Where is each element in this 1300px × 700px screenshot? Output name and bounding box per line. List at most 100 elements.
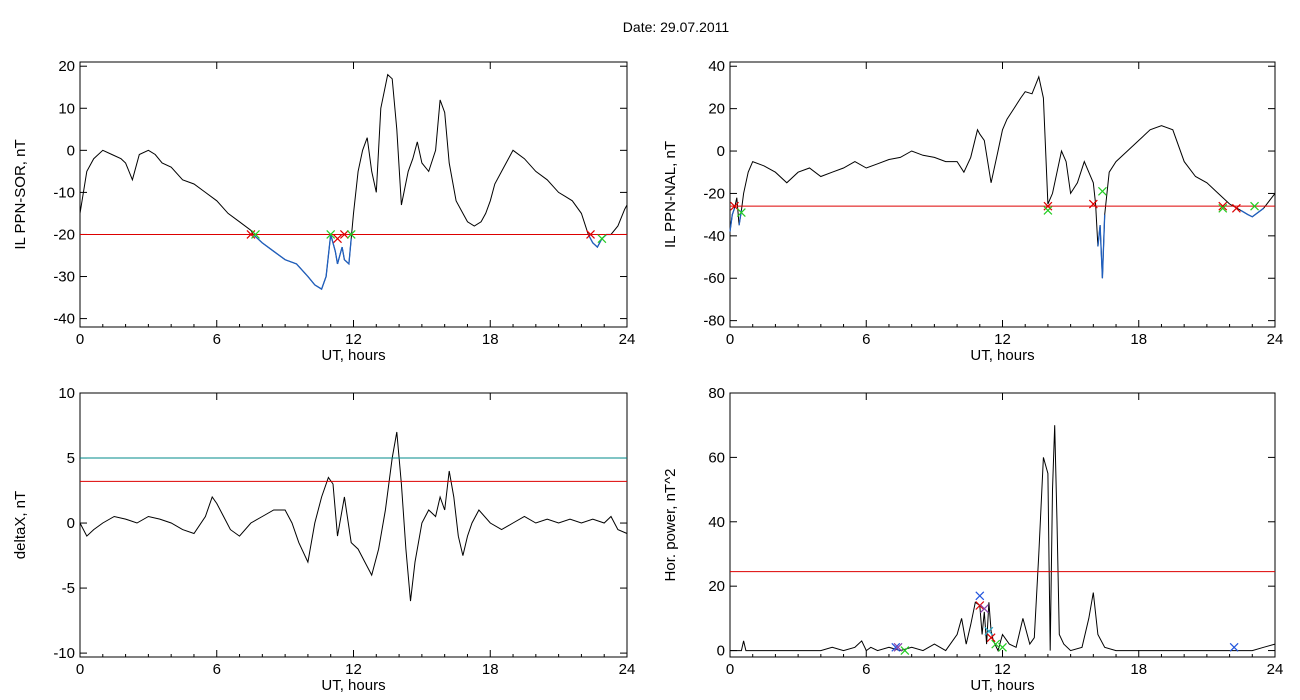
y-tick-label: -10	[53, 645, 75, 662]
series-line	[730, 425, 1276, 653]
event-marker	[891, 642, 901, 652]
y-tick-label: 40	[708, 58, 725, 75]
x-tick-label: 0	[76, 331, 84, 348]
series-below-threshold	[252, 234, 352, 291]
marker-stroke	[991, 639, 1001, 649]
plot-frame	[79, 61, 628, 328]
plot-frame	[79, 392, 628, 658]
x-tick-label: 6	[862, 661, 870, 678]
event-marker	[986, 633, 996, 643]
marker-stroke	[1231, 203, 1241, 213]
marker-stroke	[326, 230, 336, 239]
y-tick-label: -40	[703, 228, 725, 245]
x-axis-label: UT, hours	[970, 347, 1034, 364]
series-below-threshold	[729, 208, 736, 232]
marker-stroke	[975, 591, 985, 601]
event-marker	[1043, 201, 1053, 211]
event-marker	[1218, 203, 1228, 213]
panel-deltax: 0 6 12 18 24 -10 -5 0 5 10 UT, hours deltaX, nT	[12, 385, 635, 694]
y-tick-label: -40	[53, 311, 75, 328]
y-axis-label: IL PPN-SOR, nT	[12, 139, 29, 249]
x-tick-label: 6	[213, 331, 221, 348]
x-tick-label: 18	[1130, 661, 1147, 678]
y-tick-label: 10	[58, 385, 75, 402]
event-marker	[1250, 201, 1259, 211]
event-marker	[1088, 199, 1098, 209]
plot-frame	[729, 61, 1276, 328]
y-tick-label: -80	[703, 313, 725, 330]
series-below-threshold	[1240, 207, 1264, 218]
y-tick-label: 10	[58, 100, 75, 117]
y-tick-label: -30	[53, 269, 75, 286]
y-tick-label: 80	[708, 385, 725, 402]
marker-stroke	[984, 626, 994, 636]
event-marker	[984, 626, 994, 636]
x-tick-label: 0	[726, 661, 734, 678]
y-tick-label: 0	[717, 143, 725, 160]
y-tick-label: 5	[67, 450, 75, 467]
marker-stroke	[998, 642, 1007, 652]
marker-stroke	[736, 208, 746, 217]
y-tick-label: -5	[62, 580, 75, 597]
marker-stroke	[891, 642, 901, 652]
event-marker	[1043, 205, 1053, 215]
x-tick-label: 0	[726, 331, 734, 348]
marker-stroke	[597, 234, 607, 244]
event-marker	[326, 230, 336, 239]
y-tick-label: 0	[717, 643, 725, 660]
marker-stroke	[1250, 201, 1259, 211]
marker-stroke	[986, 633, 996, 643]
x-tick-label: 18	[1130, 331, 1147, 348]
x-tick-label: 24	[1267, 331, 1284, 348]
x-tick-label: 6	[213, 661, 221, 678]
y-tick-label: -20	[53, 226, 75, 243]
event-marker	[586, 230, 595, 239]
marker-stroke	[346, 230, 356, 239]
event-marker	[975, 591, 985, 601]
event-marker	[339, 230, 349, 239]
y-tick-label: -20	[703, 185, 725, 202]
x-tick-label: 12	[994, 661, 1011, 678]
x-tick-label: 6	[862, 331, 870, 348]
series-line	[79, 431, 628, 602]
event-marker	[736, 208, 746, 217]
x-tick-label: 18	[482, 661, 499, 678]
x-tick-label: 24	[619, 661, 636, 678]
series-line	[79, 73, 628, 290]
x-axis-label: UT, hours	[970, 677, 1034, 694]
event-marker	[1231, 203, 1241, 213]
x-axis-label: UT, hours	[321, 347, 385, 364]
marker-stroke	[1218, 203, 1228, 213]
y-tick-label: 60	[708, 449, 725, 466]
panel-il-ppn-sor: 0 6 12 18 24 -40 -30 -20 -10 0 10 20 UT, hours IL PPN…	[12, 58, 635, 364]
event-marker	[333, 234, 342, 244]
x-tick-label: 18	[482, 331, 499, 348]
event-marker	[991, 639, 1001, 649]
y-axis-label: Hor. power, nT^2	[662, 469, 679, 582]
event-marker	[975, 601, 985, 610]
event-marker	[1218, 201, 1228, 211]
plot-frame	[729, 392, 1276, 658]
marker-stroke	[1218, 201, 1228, 211]
panel-il-ppn-nal: 0 6 12 18 24 -80 -60 -40 -20 0 20 40 UT, hours IL PPN…	[662, 58, 1283, 364]
marker-stroke	[586, 230, 595, 239]
event-marker	[893, 642, 903, 652]
x-tick-label: 12	[345, 661, 362, 678]
y-tick-label: -10	[53, 184, 75, 201]
x-tick-label: 12	[345, 331, 362, 348]
x-axis-label: UT, hours	[321, 677, 385, 694]
marker-stroke	[1043, 201, 1053, 211]
marker-stroke	[730, 201, 739, 211]
y-tick-label: 20	[58, 58, 75, 75]
y-tick-label: -60	[703, 270, 725, 287]
x-tick-label: 0	[76, 661, 84, 678]
event-marker	[1097, 186, 1107, 196]
y-tick-label: 20	[708, 101, 725, 118]
marker-stroke	[893, 642, 903, 652]
series-below-threshold	[1097, 214, 1106, 279]
event-marker	[251, 230, 260, 239]
marker-stroke	[1043, 205, 1053, 215]
x-tick-label: 12	[994, 331, 1011, 348]
event-marker	[900, 646, 910, 655]
panel-hor-power: 0 6 12 18 24 0 20 40 60 80 UT, hours Hor. power, nT…	[662, 385, 1283, 694]
